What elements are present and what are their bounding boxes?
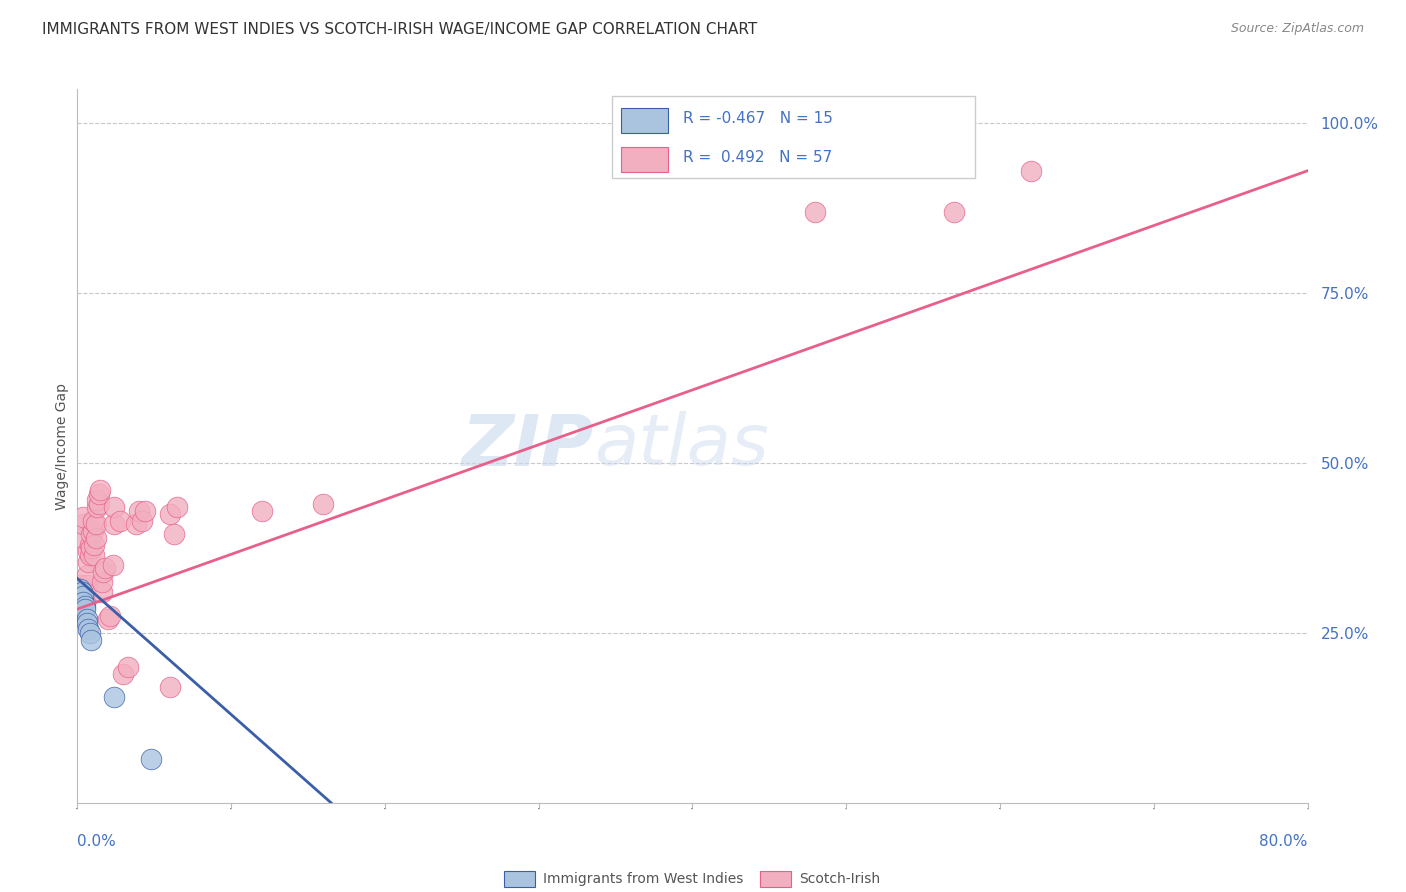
Point <box>82 514 104 528</box>
Point <box>84 531 107 545</box>
Text: 80.0%: 80.0% <box>1260 834 1308 849</box>
Point <box>711 146 734 161</box>
Point <box>103 690 125 705</box>
Point <box>67 582 90 596</box>
Point <box>70 531 93 545</box>
Point <box>67 589 90 603</box>
Point <box>76 578 98 592</box>
Point <box>89 483 111 498</box>
Point <box>79 537 101 551</box>
Point <box>76 612 98 626</box>
Point <box>103 500 125 515</box>
Point <box>80 541 103 555</box>
Point <box>80 632 103 647</box>
Text: IMMIGRANTS FROM WEST INDIES VS SCOTCH-IRISH WAGE/INCOME GAP CORRELATION CHART: IMMIGRANTS FROM WEST INDIES VS SCOTCH-IR… <box>42 22 758 37</box>
Point <box>72 589 94 603</box>
Point <box>163 527 186 541</box>
Point <box>76 615 98 630</box>
Point <box>70 602 93 616</box>
Point <box>73 599 96 613</box>
Point <box>69 582 91 596</box>
Point <box>86 500 108 515</box>
Point <box>67 589 90 603</box>
Point <box>87 497 110 511</box>
Point <box>131 514 153 528</box>
Point <box>77 555 100 569</box>
Point <box>117 660 139 674</box>
Point <box>72 510 94 524</box>
Point <box>70 589 93 603</box>
Point <box>80 527 103 541</box>
Text: R = -0.467   N = 15: R = -0.467 N = 15 <box>683 112 832 127</box>
Point <box>620 146 643 161</box>
Point <box>83 537 105 551</box>
Point <box>79 548 101 562</box>
Point <box>98 608 121 623</box>
Point <box>101 558 124 572</box>
Text: R =  0.492   N = 57: R = 0.492 N = 57 <box>683 150 832 165</box>
Point <box>804 204 827 219</box>
Point <box>73 602 96 616</box>
FancyBboxPatch shape <box>621 108 668 133</box>
Point <box>73 585 96 599</box>
Text: ZIP: ZIP <box>461 411 595 481</box>
Point <box>72 595 94 609</box>
Point <box>83 548 105 562</box>
Point <box>125 517 148 532</box>
Point <box>110 514 132 528</box>
Point <box>159 680 181 694</box>
Point <box>70 585 93 599</box>
Point <box>112 666 135 681</box>
Point <box>94 561 117 575</box>
Text: Source: ZipAtlas.com: Source: ZipAtlas.com <box>1230 22 1364 36</box>
Point <box>87 486 110 500</box>
Point <box>82 524 104 538</box>
Point <box>128 503 150 517</box>
Point <box>76 568 98 582</box>
Point <box>77 623 100 637</box>
Point <box>1019 163 1042 178</box>
FancyBboxPatch shape <box>613 96 976 178</box>
FancyBboxPatch shape <box>621 147 668 172</box>
Point <box>84 517 107 532</box>
Point <box>90 585 114 599</box>
Point <box>79 626 101 640</box>
Point <box>69 585 91 599</box>
Legend: Immigrants from West Indies, Scotch-Irish: Immigrants from West Indies, Scotch-Iris… <box>499 865 886 892</box>
Point <box>141 751 163 765</box>
Point <box>93 565 115 579</box>
Point <box>69 578 91 592</box>
Text: atlas: atlas <box>595 411 769 481</box>
Point <box>312 497 335 511</box>
Y-axis label: Wage/Income Gap: Wage/Income Gap <box>55 383 69 509</box>
Point <box>70 595 93 609</box>
Text: 0.0%: 0.0% <box>77 834 117 849</box>
Point <box>159 507 181 521</box>
Point <box>97 612 120 626</box>
Point <box>250 503 273 517</box>
Point <box>86 493 108 508</box>
Point <box>942 204 965 219</box>
Point <box>77 544 100 558</box>
Point <box>166 500 188 515</box>
Point <box>103 517 125 532</box>
Point <box>90 574 114 589</box>
Point <box>134 503 156 517</box>
Point <box>72 517 94 532</box>
Point <box>73 595 96 609</box>
